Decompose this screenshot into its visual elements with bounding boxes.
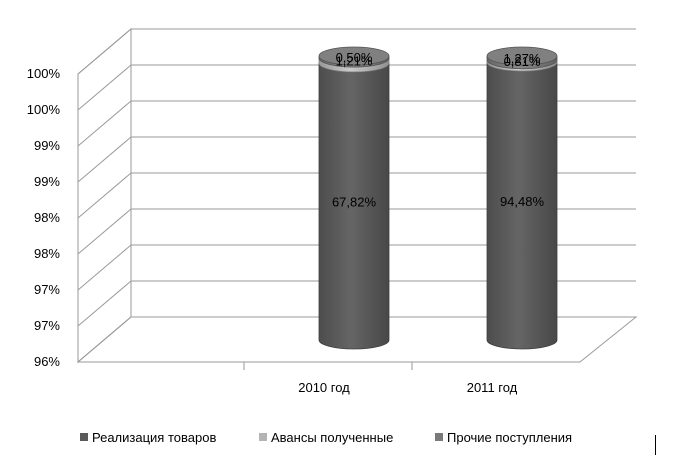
y-tick-label: 96% <box>34 354 60 369</box>
y-tick-label: 97% <box>34 318 60 333</box>
data-label: 67,82% <box>332 194 377 209</box>
bar-top-cap <box>486 46 558 66</box>
gridline-side <box>77 100 132 147</box>
y-tick-label: 99% <box>34 174 60 189</box>
gridline-side <box>77 136 132 183</box>
x-tick-label: 2011 год <box>467 380 518 395</box>
legend-item: Авансы полученные <box>259 430 393 445</box>
data-label: 1,27% <box>504 51 541 66</box>
data-label: 1,21% <box>336 54 373 69</box>
x-axis-labels: 2010 год 2011 год <box>298 380 517 395</box>
bar-stack-2010-год <box>318 46 390 350</box>
x-tick-label: 2010 год <box>298 380 350 395</box>
gridline-side <box>77 244 132 291</box>
data-label: 0,50% <box>336 50 373 65</box>
data-labels: 67,82% 1,21%0,50% 94,48% 0,81%1,27% <box>332 50 545 209</box>
y-tick-label: 97% <box>34 282 60 297</box>
legend-label: Авансы полученные <box>271 430 393 445</box>
bar-stack-2011-год <box>486 46 558 350</box>
y-tick-label: 98% <box>34 210 60 225</box>
legend: Реализация товаров Авансы полученные Прочи… <box>80 430 572 445</box>
data-label: 0,81% <box>504 54 541 69</box>
gridline-side <box>77 280 132 327</box>
legend-label: Реализация товаров <box>92 430 216 445</box>
gridline-side <box>77 28 132 75</box>
legend-item: Прочие поступления <box>435 430 572 445</box>
gridline-side <box>77 208 132 255</box>
gridline-side <box>77 172 132 219</box>
text-cursor <box>655 435 656 455</box>
y-tick-label: 100% <box>27 102 61 117</box>
legend-label: Прочие поступления <box>447 430 572 445</box>
gridline-side <box>77 64 132 111</box>
legend-item: Реализация товаров <box>80 430 216 445</box>
y-tick-label: 99% <box>34 138 60 153</box>
legend-swatch <box>435 433 443 441</box>
bar-top-cap <box>318 46 390 66</box>
bars <box>318 46 558 350</box>
legend-swatch <box>259 433 267 441</box>
y-tick-label: 100% <box>27 66 61 81</box>
y-tick-label: 98% <box>34 246 60 261</box>
data-label: 94,48% <box>500 194 545 209</box>
y-axis: 96% 97% 97% 98% 98% 99% 99% 100% 100% <box>27 66 580 370</box>
gridline-side <box>77 316 132 363</box>
legend-swatch <box>80 433 88 441</box>
